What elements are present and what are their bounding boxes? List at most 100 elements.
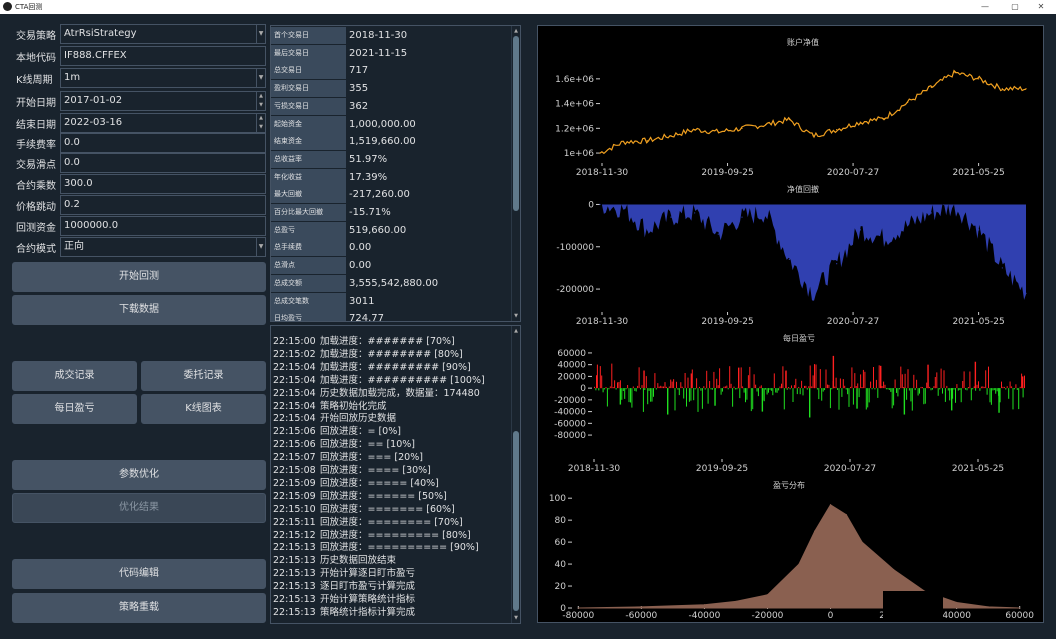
statistics-scroll-thumb[interactable] bbox=[513, 36, 519, 211]
stat-value: 3011 bbox=[349, 295, 375, 307]
pnl-bar bbox=[713, 371, 715, 389]
pnl-bar bbox=[962, 381, 964, 389]
pnl-bar bbox=[995, 388, 997, 394]
form-input[interactable]: 300.0 bbox=[60, 174, 266, 194]
pnl-bar bbox=[893, 388, 895, 406]
log-time: 22:15:06 bbox=[273, 439, 316, 451]
y-tick-label: -20000 bbox=[554, 396, 586, 406]
download-data-button[interactable]: 下载数据 bbox=[12, 295, 266, 325]
pnl-bar bbox=[624, 388, 626, 399]
pnl-bar bbox=[967, 387, 969, 389]
pnl-bar bbox=[1003, 386, 1005, 389]
maximize-button[interactable]: ▢ bbox=[1011, 2, 1019, 11]
close-button[interactable]: ✕ bbox=[1037, 2, 1045, 11]
form-date-edit[interactable]: 2022-03-16 ▲ ▼ bbox=[60, 113, 266, 133]
chevron-down-icon[interactable]: ▼ bbox=[256, 238, 265, 256]
param-optimize-button[interactable]: 参数优化 bbox=[12, 460, 266, 490]
pnl-bar bbox=[673, 379, 675, 389]
form-date-edit[interactable]: 2017-01-02 ▲ ▼ bbox=[60, 91, 266, 111]
daily-pnl-button[interactable]: 每日盈亏 bbox=[12, 394, 137, 424]
pnl-bar bbox=[993, 388, 995, 391]
log-line: 22:15:12 回放进度：========= [80%] bbox=[273, 529, 509, 542]
pnl-bar bbox=[709, 381, 711, 389]
balance-point bbox=[788, 119, 790, 121]
pnl-bar bbox=[749, 366, 751, 389]
pnl-bar bbox=[653, 388, 654, 397]
pnl-bar bbox=[788, 387, 790, 389]
form-combo[interactable]: AtrRsiStrategy ▼ bbox=[60, 24, 266, 44]
pnl-bar bbox=[871, 388, 873, 390]
table-row: 总成交笔数 3011 bbox=[271, 292, 511, 311]
chevron-up-icon[interactable]: ▲ bbox=[259, 115, 263, 121]
spin-buttons[interactable]: ▲ ▼ bbox=[256, 114, 265, 132]
stat-key: 总手续费 bbox=[271, 239, 346, 257]
statistics-scrollbar[interactable]: ▲ ▼ bbox=[511, 26, 520, 321]
form-value: 0.0 bbox=[64, 137, 80, 148]
distribution-point bbox=[987, 606, 989, 608]
y-tick-label: 20 bbox=[555, 582, 567, 592]
pnl-bar bbox=[753, 374, 755, 389]
log-line: 22:15:06 回放进度：= [0%] bbox=[273, 425, 509, 438]
pnl-bar bbox=[855, 386, 857, 389]
y-tick-label: 1.4e+06 bbox=[555, 100, 594, 110]
start-backtest-button[interactable]: 开始回测 bbox=[12, 262, 266, 292]
chevron-down-icon[interactable]: ▼ bbox=[259, 124, 263, 130]
chevron-down-icon[interactable]: ▼ bbox=[259, 102, 263, 108]
form-input[interactable]: 1000000.0 bbox=[60, 216, 266, 236]
form-label: 合约乘数 bbox=[16, 181, 56, 192]
trade-records-button[interactable]: 成交记录 bbox=[12, 361, 137, 391]
pnl-bar bbox=[661, 386, 663, 389]
pnl-bar bbox=[898, 388, 900, 390]
pnl-bar bbox=[795, 378, 797, 389]
form-input[interactable]: 0.0 bbox=[60, 133, 266, 153]
pnl-bar bbox=[953, 388, 955, 390]
pnl-bar bbox=[678, 388, 680, 396]
log-text: 回放进度：========== [90%] bbox=[320, 542, 479, 554]
pnl-bar bbox=[637, 385, 639, 389]
table-row: 亏损交易日 362 bbox=[271, 97, 511, 116]
pnl-bar bbox=[873, 367, 874, 389]
code-edit-button[interactable]: 代码编辑 bbox=[12, 559, 266, 589]
form-input[interactable]: IF888.CFFEX bbox=[60, 46, 266, 66]
stat-value: 0.00 bbox=[349, 242, 372, 254]
optimize-result-button[interactable]: 优化结果 bbox=[12, 493, 266, 523]
pnl-bar bbox=[651, 388, 653, 402]
pnl-distribution-area bbox=[578, 504, 1020, 609]
pnl-bar bbox=[599, 366, 601, 389]
log-scroll-thumb[interactable] bbox=[513, 431, 519, 611]
chevron-up-icon[interactable]: ▲ bbox=[259, 93, 263, 99]
log-text: 回放进度：======== [70%] bbox=[320, 516, 463, 528]
stat-value: 1,000,000.00 bbox=[349, 118, 416, 130]
pnl-bar bbox=[693, 388, 695, 401]
pnl-bar bbox=[969, 371, 971, 389]
minimize-button[interactable]: — bbox=[981, 2, 989, 11]
pnl-bar bbox=[710, 388, 712, 390]
kline-chart-button[interactable]: K线图表 bbox=[141, 394, 266, 424]
balance-point bbox=[717, 131, 719, 133]
pnl-bar bbox=[940, 368, 942, 389]
strategy-reload-button[interactable]: 策略重载 bbox=[12, 593, 266, 623]
pnl-bar bbox=[631, 388, 633, 408]
log-text: 策略统计指标计算完成 bbox=[320, 606, 416, 618]
pnl-bar bbox=[923, 388, 925, 405]
form-input[interactable]: 0.2 bbox=[60, 195, 266, 215]
pnl-bar bbox=[857, 383, 859, 389]
balance-point bbox=[930, 86, 932, 89]
form-input[interactable]: 0.0 bbox=[60, 153, 266, 173]
pnl-bar bbox=[972, 388, 974, 390]
order-records-button[interactable]: 委托记录 bbox=[141, 361, 266, 391]
pnl-bar bbox=[978, 381, 979, 389]
pnl-bar bbox=[965, 388, 966, 390]
log-time: 22:15:02 bbox=[273, 348, 316, 360]
chevron-down-icon[interactable]: ▼ bbox=[256, 25, 265, 43]
pnl-bar bbox=[906, 388, 908, 400]
form-combo[interactable]: 正向 ▼ bbox=[60, 237, 266, 257]
log-output[interactable]: 22:15:00 加载进度：####### [70%] 22:15:02 加载进度：#… bbox=[270, 325, 521, 624]
pnl-bar bbox=[775, 388, 777, 393]
log-scrollbar[interactable]: ▲ ▼ bbox=[511, 326, 520, 623]
form-combo[interactable]: 1m ▼ bbox=[60, 68, 266, 88]
chevron-down-icon[interactable]: ▼ bbox=[256, 69, 265, 87]
stat-key: 年化收益 bbox=[271, 168, 346, 186]
spin-buttons[interactable]: ▲ ▼ bbox=[256, 92, 265, 110]
log-text: 加载进度：####### [70%] bbox=[320, 336, 455, 347]
